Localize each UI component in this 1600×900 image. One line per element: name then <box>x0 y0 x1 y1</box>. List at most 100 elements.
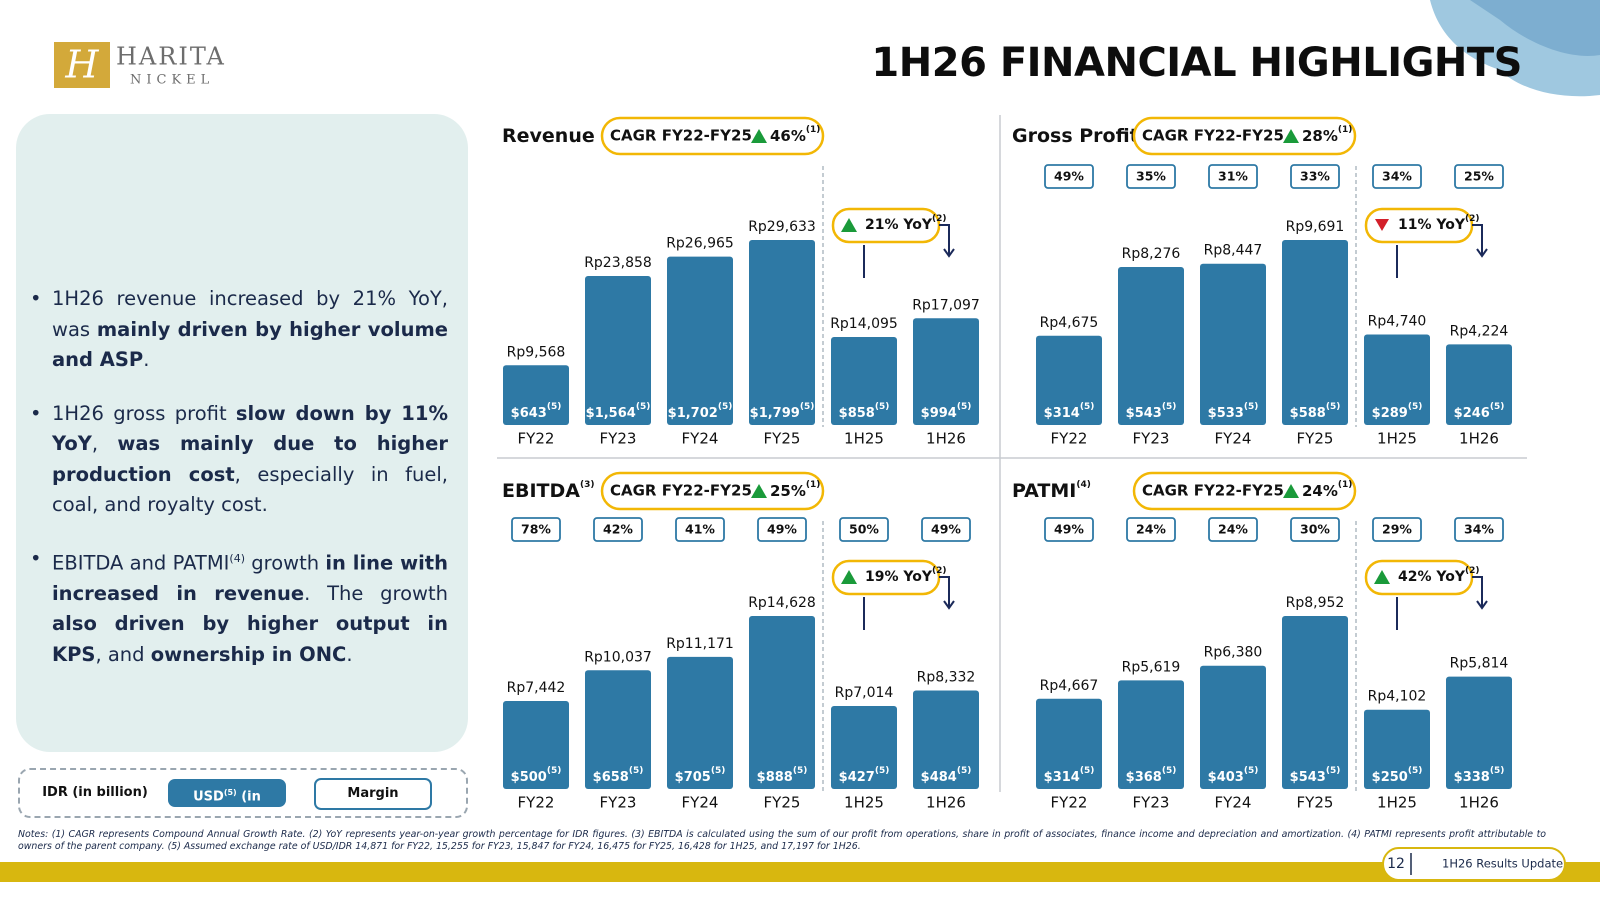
margin-box <box>1044 517 1094 542</box>
superscript: (5) <box>1162 402 1177 412</box>
superscript: (5) <box>718 402 733 412</box>
superscript: (1) <box>806 480 821 490</box>
bar <box>831 337 897 425</box>
bar <box>1118 267 1184 425</box>
x-tick-label: FY23 <box>1133 430 1170 448</box>
chart-title-text: EBITDA <box>502 480 580 502</box>
bullet-text: , especially in fuel, coal, and royalty … <box>52 462 448 517</box>
usd-label-text: $314 <box>1044 770 1080 785</box>
margin-box <box>1044 164 1094 189</box>
x-tick-label: 1H26 <box>926 430 966 448</box>
value-label: Rp14,095 <box>830 316 898 332</box>
usd-label: $484(5) <box>921 766 972 785</box>
bullet-text: mainly driven by higher volume and ASP <box>52 317 448 372</box>
cagr-label: CAGR FY22-FY25 <box>1142 127 1284 145</box>
footer-pill <box>1382 847 1566 881</box>
bar <box>1200 665 1266 789</box>
yoy-label: 19% YoY(2) <box>865 566 947 586</box>
legend-idr: IDR (in billion) <box>42 785 148 800</box>
notes: Notes: (1) CAGR represents Compound Annu… <box>18 829 1546 852</box>
value-label: Rp8,332 <box>917 669 976 685</box>
superscript: (5) <box>636 402 651 412</box>
value-label: Rp4,675 <box>1040 315 1099 331</box>
legend-usd: USD(5) (in million) <box>168 779 286 832</box>
yoy-label: 11% YoY(2) <box>1398 214 1480 234</box>
x-tick-label: FY22 <box>518 430 555 448</box>
superscript: (5) <box>1408 766 1423 776</box>
margin-box <box>1290 517 1340 542</box>
bar <box>1282 616 1348 789</box>
usd-label: $658(5) <box>593 766 644 785</box>
chart-title: Gross Profit <box>1012 125 1139 147</box>
value-label: Rp4,224 <box>1450 323 1509 339</box>
bullet-text: (4) <box>229 551 245 565</box>
usd-label-text: $1,702 <box>668 406 718 421</box>
margin-label: 41% <box>685 522 715 537</box>
cagr-value: 24%(1) <box>1302 480 1352 500</box>
yoy-text: 21% YoY <box>865 217 933 233</box>
usd-label-text: $994 <box>921 406 957 421</box>
yoy-label: 42% YoY(2) <box>1398 566 1480 586</box>
yoy-text: 11% YoY <box>1398 217 1466 233</box>
usd-label: $246(5) <box>1454 402 1505 421</box>
margin-label: 78% <box>521 522 551 537</box>
cagr-pill <box>600 116 825 156</box>
chart-title: Revenue <box>502 125 595 147</box>
bullet-text: was mainly due to higher production cost <box>52 432 448 486</box>
x-tick-label: 1H25 <box>1377 430 1417 448</box>
legend: IDR (in billion) USD(5) (in million) Mar… <box>18 768 468 832</box>
usd-label: $250(5) <box>1372 766 1423 785</box>
superscript: (5) <box>1244 766 1259 776</box>
usd-label: $338(5) <box>1454 766 1505 785</box>
margin-label: 25% <box>1464 169 1494 184</box>
page-number: 12 <box>1387 856 1405 872</box>
usd-label: $1,702(5) <box>668 402 733 421</box>
x-tick-label: FY22 <box>518 794 555 812</box>
usd-label: $858(5) <box>839 402 890 421</box>
usd-label-text: $246 <box>1454 406 1490 421</box>
usd-label-text: $250 <box>1372 770 1408 785</box>
cagr-value-text: 28% <box>1302 127 1338 145</box>
bar <box>667 656 733 789</box>
direction-marker <box>841 218 857 232</box>
bar <box>1036 335 1102 425</box>
direction-marker <box>1283 129 1299 143</box>
x-tick-label: FY24 <box>1215 430 1252 448</box>
bar <box>503 700 569 789</box>
logo-letter: H <box>64 43 99 87</box>
bullet: 1H26 gross profit slow down by 11% YoY , … <box>30 399 448 521</box>
usd-label-text: $1,799 <box>750 406 800 421</box>
bar <box>913 690 979 789</box>
usd-label-text: $658 <box>593 770 629 785</box>
value-label: Rp4,102 <box>1368 689 1427 705</box>
margin-box <box>1290 164 1340 189</box>
usd-label: $543(5) <box>1290 766 1341 785</box>
usd-label: $314(5) <box>1044 766 1095 785</box>
superscript: (5) <box>1080 402 1095 412</box>
usd-label: $427(5) <box>839 766 890 785</box>
value-label: Rp9,691 <box>1286 219 1345 235</box>
margin-label: 24% <box>1136 522 1166 537</box>
bar <box>1364 709 1430 789</box>
margin-label: 24% <box>1218 522 1248 537</box>
usd-label-text: $858 <box>839 406 875 421</box>
direction-marker <box>1283 484 1299 498</box>
footer-band <box>0 862 1600 882</box>
bullet-list: 1H26 revenue increased by 21% YoY, was m… <box>30 284 448 693</box>
bar <box>1036 698 1102 789</box>
superscript: (1) <box>1338 125 1353 135</box>
value-label: Rp23,858 <box>584 255 652 271</box>
superscript: (2) <box>932 566 947 576</box>
margin-label: 33% <box>1300 169 1330 184</box>
yoy-arrow <box>939 576 955 610</box>
bullet-text: . <box>143 348 150 371</box>
bullet-text: , and <box>95 642 151 666</box>
margin-label: 49% <box>1054 522 1084 537</box>
chart-title-text: Revenue <box>502 125 595 147</box>
bar <box>1118 680 1184 789</box>
usd-label: $643(5) <box>511 402 562 421</box>
x-tick-label: FY25 <box>1297 430 1334 448</box>
legend-usd-text: USD <box>193 789 224 805</box>
yoy-arrow <box>939 224 955 258</box>
superscript: (2) <box>932 214 947 224</box>
